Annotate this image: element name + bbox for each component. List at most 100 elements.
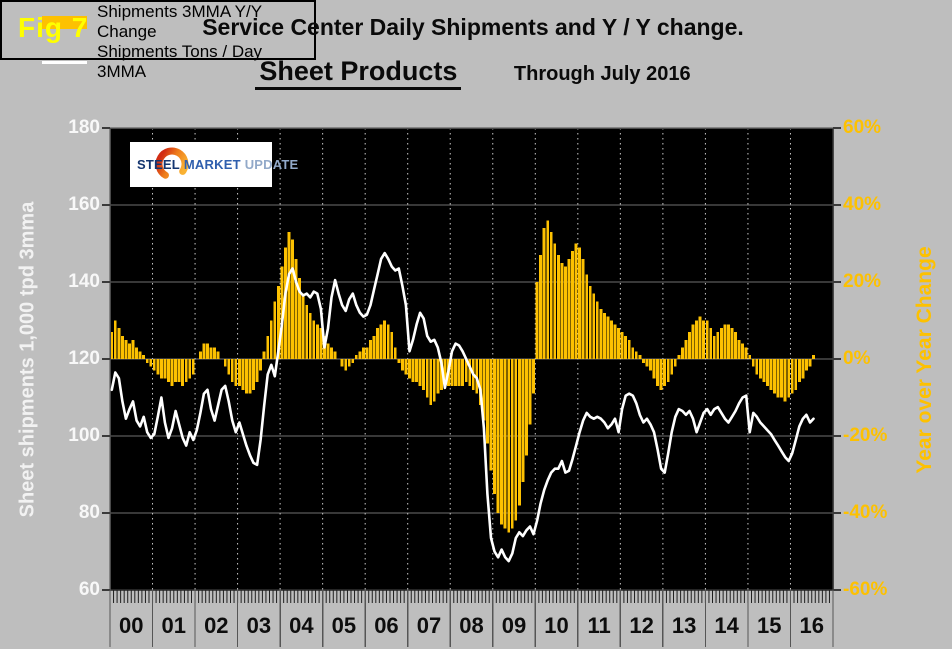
yy-change-bar: [649, 359, 652, 371]
yy-change-bar: [177, 359, 181, 383]
legend-item-tons-per-day: Shipments Tons / Day 3MMA: [2, 42, 314, 82]
right-axis-label: 20%: [843, 271, 882, 292]
yy-change-bar: [294, 258, 298, 359]
chart-subtitle-period: Through July 2016: [513, 63, 691, 85]
yy-change-bar: [418, 359, 422, 386]
yy-change-bar: [262, 351, 266, 359]
yy-change-bar: [521, 359, 525, 483]
yy-change-bar: [369, 339, 372, 359]
yy-change-bar: [234, 359, 238, 386]
yy-change-bar: [606, 316, 610, 359]
x-axis-year-label: 10: [544, 613, 569, 638]
yy-change-bar: [588, 285, 592, 359]
yy-change-bar: [425, 359, 429, 398]
yy-change-bar: [372, 335, 376, 359]
yy-change-bar: [549, 231, 553, 359]
yy-change-bar: [110, 332, 114, 359]
yy-change-bar: [124, 339, 128, 359]
yy-change-bar: [712, 335, 716, 359]
yy-change-bar: [386, 324, 390, 359]
right-axis-label: -60%: [843, 579, 888, 600]
yy-change-bar: [340, 359, 344, 367]
yy-change-bar: [734, 332, 737, 359]
yy-change-bar: [489, 359, 493, 471]
yy-change-bar: [319, 328, 323, 359]
x-axis-year-label: 08: [459, 613, 484, 638]
steel-market-update-logo: STEEL MARKET UPDATE: [130, 142, 298, 187]
yy-change-bar: [280, 266, 284, 359]
yy-change-bar: [181, 359, 185, 386]
yy-change-bar: [128, 343, 131, 359]
shipments-line: [110, 251, 815, 563]
yy-change-bar: [641, 359, 645, 363]
legend-label: Shipments 3MMA Y/Y Change: [97, 2, 262, 41]
yy-change-bar: [620, 332, 624, 359]
yy-change-bar: [705, 320, 709, 359]
yy-change-bar: [602, 312, 606, 359]
yy-change-bar: [780, 359, 784, 398]
yy-change-bar: [245, 359, 248, 394]
legend-item-yy-change: Shipments 3MMA Y/Y Change: [2, 2, 314, 42]
left-axis-label: 80: [78, 502, 100, 523]
logo-text: STEEL MARKET UPDATE: [130, 142, 298, 187]
yy-change-bar: [191, 359, 195, 375]
x-axis-year-label: 15: [756, 613, 782, 638]
yy-change-bar: [305, 305, 309, 359]
yy-change-bar: [741, 343, 745, 359]
yy-change-bar: [645, 359, 649, 367]
yy-change-bar: [663, 359, 667, 386]
yy-change-bar: [797, 359, 801, 383]
yy-change-bar: [390, 332, 394, 359]
x-axis-year-label: 06: [374, 613, 399, 638]
logo-word-market: MARKET: [183, 157, 241, 172]
right-axis-label: 40%: [843, 194, 882, 215]
yy-change-bar: [454, 359, 457, 386]
yy-change-bar: [783, 359, 787, 402]
x-axis-year-label: 07: [416, 613, 442, 638]
left-axis-label: 160: [68, 194, 100, 215]
yy-change-bar: [443, 359, 447, 386]
x-axis-year-label: 16: [799, 613, 824, 638]
yy-change-bar: [571, 251, 574, 359]
yy-change-bar: [507, 359, 511, 533]
yy-change-bar: [266, 335, 270, 359]
yy-change-bar: [542, 228, 546, 359]
yy-change-bar: [656, 359, 659, 386]
yy-change-bar: [167, 359, 170, 383]
yy-change-bar: [202, 343, 206, 359]
yy-change-bar: [223, 359, 227, 367]
yy-change-bar: [528, 359, 532, 425]
yy-change-bar: [478, 359, 482, 406]
yy-change-bar: [496, 359, 500, 513]
yy-change-bar: [429, 359, 433, 406]
x-axis-year-label: 14: [714, 613, 739, 638]
yy-change-bar: [330, 347, 333, 359]
yy-change-bar: [468, 359, 472, 386]
yy-change-bar: [680, 347, 684, 359]
yy-change-bar: [216, 351, 220, 359]
yy-change-bar: [397, 359, 401, 363]
yy-change-bar: [287, 231, 291, 359]
yy-change-bar: [237, 359, 241, 386]
yy-change-bar: [766, 359, 769, 386]
chart-subtitle: Sheet Products Through July 2016: [110, 56, 836, 90]
yy-change-bar: [149, 359, 153, 367]
yy-change-bar: [744, 347, 748, 359]
yy-change-bar: [670, 359, 674, 375]
yy-change-bar: [415, 359, 418, 383]
yy-change-bar: [585, 274, 589, 359]
legend-box: Shipments 3MMA Y/Y Change Shipments Tons…: [0, 0, 316, 81]
yy-change-bar: [291, 239, 294, 359]
yy-change-bar: [351, 359, 355, 363]
yy-change-bar: [563, 266, 567, 359]
yy-change-bar: [567, 258, 571, 359]
right-axis-label: -20%: [843, 425, 888, 446]
yy-change-bar: [145, 359, 149, 363]
yy-change-bar: [673, 359, 677, 367]
yy-change-bar: [273, 301, 277, 359]
yy-change-bar: [404, 359, 408, 375]
yy-change-bar: [457, 359, 461, 386]
yy-change-bar: [659, 359, 663, 390]
yy-change-bar: [773, 359, 776, 394]
